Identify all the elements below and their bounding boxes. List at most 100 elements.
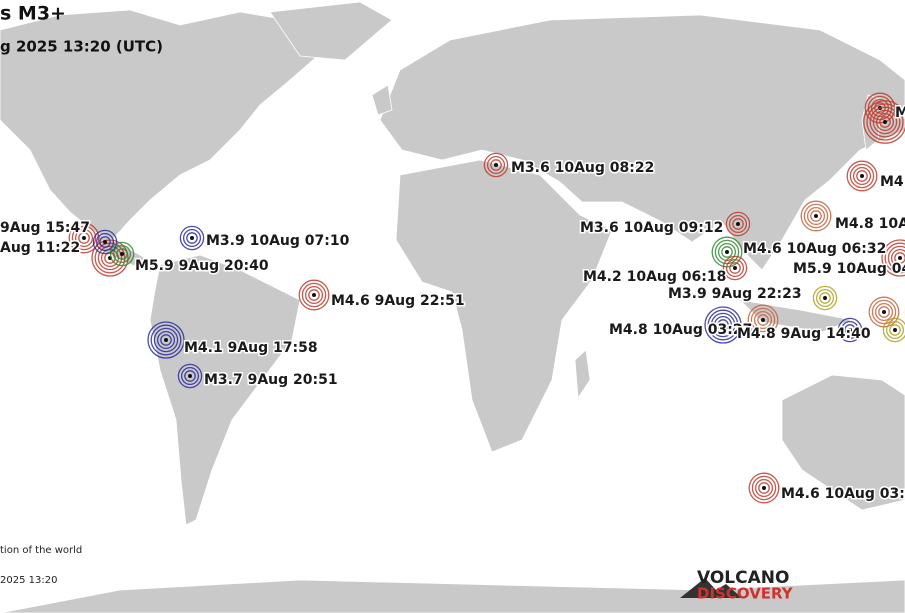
quake-label: M4.8 10A (835, 216, 905, 232)
quake-center (823, 296, 827, 300)
quake-ring (881, 239, 905, 277)
quake-ring (179, 225, 205, 251)
quake-ring (180, 366, 200, 386)
logo-line1: VOLCANO (697, 568, 789, 588)
quake-center (103, 240, 107, 244)
quake-center (860, 174, 864, 178)
quake-ring (721, 246, 733, 258)
quake-ring (753, 310, 773, 330)
quake-ring (483, 152, 509, 178)
logo-mountain (680, 578, 742, 598)
quake-label: M3.6 10Aug 08:22 (511, 160, 654, 176)
quake-ring (758, 482, 770, 494)
quake-center (494, 163, 498, 167)
map-title: s M3+ (0, 3, 66, 25)
quake-label: M4.6 10Aug 03: (781, 486, 905, 502)
quake-center (312, 293, 316, 297)
quake-ring (819, 292, 831, 304)
quake-ring (863, 100, 905, 144)
quake-ring (748, 472, 780, 504)
quake-label: M5.9 9Aug 20:40 (135, 258, 269, 274)
logo-line2: DISCOVERY (697, 585, 794, 603)
quake-ring (840, 320, 860, 340)
quake-ring (486, 155, 506, 175)
quake-ring (304, 285, 324, 305)
quake-ring (806, 206, 826, 226)
quake-center (814, 214, 818, 218)
quake-ring (887, 245, 905, 271)
quake-ring (872, 109, 898, 135)
quake-ring (704, 306, 742, 344)
quake-label: Aug 11:22 (0, 240, 80, 256)
quake-center (883, 120, 887, 124)
quake-ring (182, 228, 202, 248)
quake-ring (894, 252, 905, 264)
quake-ring (812, 285, 838, 311)
quake-ring (751, 475, 777, 501)
quake-ring (866, 103, 904, 141)
quake-ring (308, 289, 320, 301)
quake-ring (844, 324, 856, 336)
quake-label: 9Aug 15:47 (0, 220, 90, 236)
quake-ring (109, 241, 135, 267)
quake-ring (885, 320, 905, 340)
quake-label: M4.6 10Aug 06:32 (743, 241, 886, 257)
quake-ring (846, 160, 878, 192)
quake-ring (874, 302, 894, 322)
quake-center (721, 323, 725, 327)
quake-markers (68, 92, 905, 504)
quake-ring (490, 159, 502, 171)
quake-center (733, 266, 737, 270)
quake-center (893, 328, 897, 332)
quake-ring (852, 166, 872, 186)
quake-ring (177, 363, 203, 389)
quake-center (82, 236, 86, 240)
quake-ring (882, 317, 905, 343)
quake-ring (871, 299, 897, 325)
quake-label: M4.2 10Aug 06:18 (583, 269, 726, 285)
quake-label: M4.1 9Aug 17:58 (184, 340, 318, 356)
quake-ring (878, 306, 890, 318)
quake-ring (147, 321, 185, 359)
quake-label: M5.9 10Aug 04 (793, 261, 905, 277)
quake-ring (112, 244, 132, 264)
quake-ring (856, 170, 868, 182)
quake-ring (810, 210, 822, 222)
quake-label: M4 (880, 174, 904, 190)
quake-ring (713, 315, 733, 335)
quake-ring (156, 330, 176, 350)
quake-ring (729, 262, 741, 274)
quake-center (882, 310, 886, 314)
quake-center (761, 318, 765, 322)
quake-ring (889, 324, 901, 336)
footer-timestamp: 2025 13:20 (0, 575, 57, 586)
quake-ring (186, 232, 198, 244)
quake-ring (707, 309, 739, 341)
quake-label: M4.8 10Aug 03:27 (609, 322, 752, 338)
quake-center (190, 236, 194, 240)
quake-ring (160, 334, 172, 346)
quake-center (120, 252, 124, 256)
quake-ring (92, 229, 118, 255)
quake-ring (837, 317, 863, 343)
quake-ring (732, 218, 744, 230)
quake-label: M3.6 10Aug 09:12 (580, 220, 723, 236)
quake-ring (815, 288, 835, 308)
quake-ring (747, 304, 779, 336)
quake-ring (116, 248, 128, 260)
quake-ring (99, 236, 111, 248)
quake-ring (184, 370, 196, 382)
quake-ring (78, 232, 90, 244)
quake-center (762, 486, 766, 490)
quake-ring (884, 242, 905, 274)
quake-label: M3.9 10Aug 07:10 (206, 233, 350, 249)
quake-ring (869, 106, 901, 138)
quake-ring (68, 222, 100, 254)
quake-center (188, 374, 192, 378)
quake-center (736, 222, 740, 226)
quake-center (164, 338, 168, 342)
quake-ring (97, 245, 123, 271)
quake-ring (725, 211, 751, 237)
quake-center (725, 250, 729, 254)
